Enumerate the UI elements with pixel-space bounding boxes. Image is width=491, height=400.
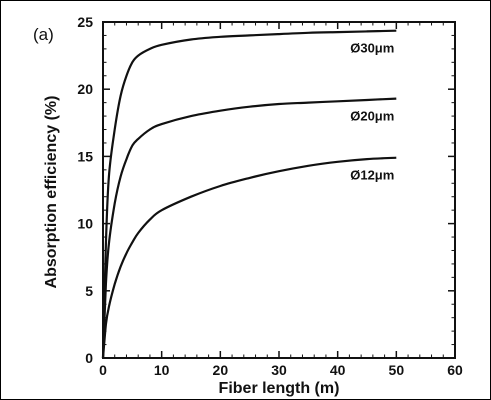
x-tick-label: 50 (389, 362, 405, 378)
x-tick-label: 10 (154, 362, 170, 378)
series-line-2 (101, 156, 397, 359)
x-tick-label: 40 (330, 362, 346, 378)
x-axis-label: Fiber length (m) (219, 380, 340, 397)
x-tick-label: 60 (447, 362, 463, 378)
axis-ticks: 0 10 20 30 40 50 60 0 5 10 15 20 25 (77, 14, 463, 378)
y-tick-label: 5 (85, 283, 93, 299)
series-line-1 (101, 97, 397, 359)
y-tick-label: 20 (77, 81, 93, 97)
y-tick-label: 25 (77, 14, 93, 30)
y-tick-label: 0 (85, 350, 93, 366)
y-tick-label: 15 (77, 148, 93, 164)
series-label-2: Ø12μm (350, 168, 394, 183)
series-label-1: Ø20μm (350, 109, 394, 124)
series-labels: Ø30μm Ø20μm Ø12μm (350, 41, 394, 183)
y-axis-label: Absorption efficiency (%) (43, 96, 60, 289)
series-lines (101, 29, 397, 359)
plot-area (102, 21, 456, 359)
y-tick-label: 10 (77, 216, 93, 232)
series-line-0 (101, 29, 397, 359)
x-tick-label: 30 (271, 362, 287, 378)
panel-label: (a) (33, 25, 54, 44)
x-tick-label: 20 (213, 362, 229, 378)
series-label-0: Ø30μm (350, 41, 394, 56)
x-tick-label: 0 (99, 362, 107, 378)
